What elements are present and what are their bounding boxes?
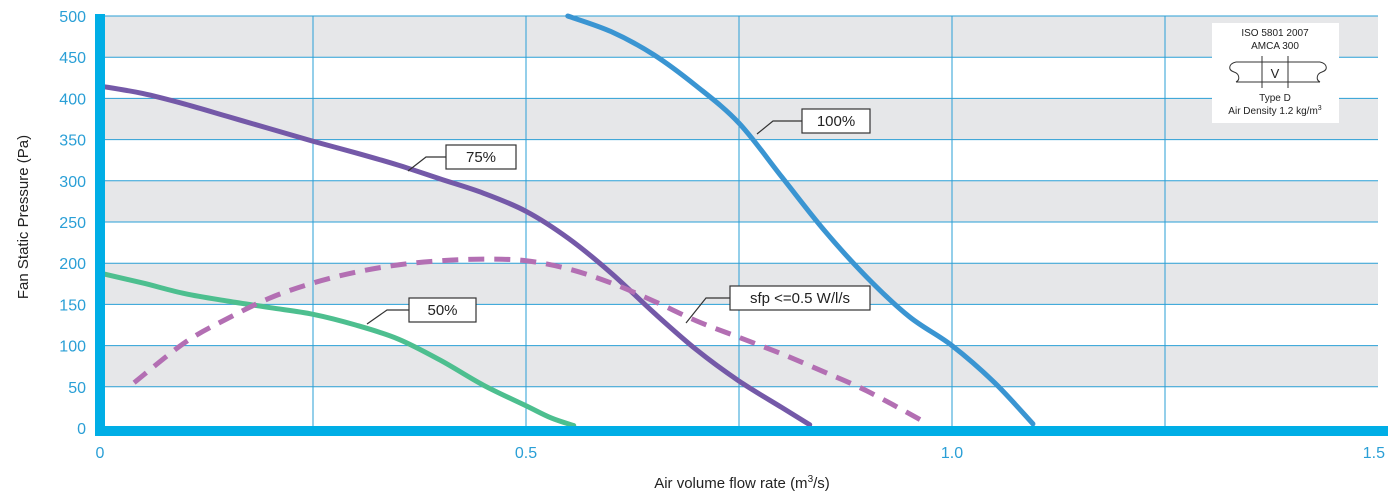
y-tick-label: 250 [59, 215, 86, 232]
y-tick-label: 450 [59, 50, 86, 67]
y-tick-label: 300 [59, 174, 86, 191]
series-line-1 [97, 83, 813, 428]
x-axis-label: Air volume flow rate (m3/s) [654, 474, 830, 492]
y-tick-label: 50 [68, 380, 86, 397]
series-line-0 [565, 13, 1036, 427]
series-line-2 [97, 270, 577, 429]
standard-badge: ISO 5801 2007 AMCA 300 V Type D Air Dens… [1212, 23, 1339, 123]
y-axis-line [95, 14, 105, 434]
callout-box [729, 285, 871, 311]
badge-line-4-main: Air Density 1.2 kg/m [1228, 106, 1317, 117]
series-callouts: 100% 75% 50% sfp <=0.5 W/l/s [366, 108, 871, 325]
callout-leader [756, 120, 802, 135]
y-tick-label: 350 [59, 133, 86, 150]
x-axis-label-tail: /s) [813, 475, 830, 492]
callout-box [445, 144, 517, 170]
callout-0: 100% [756, 108, 871, 135]
x-tick-labels: 0 0.5 1.0 1.5 [96, 445, 1386, 462]
badge-line-4-superscript: 3 [1318, 105, 1322, 112]
x-axis-line [95, 426, 1388, 436]
x-axis-label-superscript: 3 [808, 474, 814, 485]
badge-box [1212, 23, 1339, 123]
x-axis-label-main: Air volume flow rate (m [654, 475, 807, 492]
callout-label: sfp <=0.5 W/l/s [750, 290, 850, 307]
callout-leader [366, 309, 409, 325]
axes [95, 14, 1388, 436]
badge-symbol: V [1271, 66, 1280, 81]
x-tick-label: 1.5 [1363, 445, 1385, 462]
callout-label: 75% [466, 149, 496, 166]
y-axis-label: Fan Static Pressure (Pa) [15, 135, 32, 299]
callout-box [801, 108, 871, 134]
y-tick-label: 100 [59, 339, 86, 356]
x-tick-label: 0 [96, 445, 105, 462]
callout-box [408, 297, 477, 323]
y-tick-label: 150 [59, 297, 86, 314]
y-tick-label: 400 [59, 91, 86, 108]
y-tick-label: 0 [77, 421, 86, 438]
badge-line-2: AMCA 300 [1251, 41, 1299, 52]
badge-line-1: ISO 5801 2007 [1241, 28, 1309, 39]
duct-icon [1229, 56, 1327, 88]
y-tick-label: 500 [59, 9, 86, 26]
callout-label: 100% [817, 113, 855, 130]
callout-1: 75% [407, 144, 517, 172]
y-tick-labels: 0 50 100 150 200 250 300 350 400 450 500 [59, 9, 86, 438]
callout-2: 50% [366, 297, 477, 325]
x-tick-label: 0.5 [515, 445, 537, 462]
callout-leader [407, 156, 446, 172]
badge-line-3: Type D [1259, 93, 1291, 104]
callout-leader [685, 297, 730, 324]
y-tick-label: 200 [59, 256, 86, 273]
x-tick-label: 1.0 [941, 445, 963, 462]
callout-3: sfp <=0.5 W/l/s [685, 285, 871, 324]
series-line-3 [132, 256, 928, 426]
series-layer [97, 13, 1036, 429]
badge-line-4: Air Density 1.2 kg/m3 [1228, 105, 1321, 117]
callout-label: 50% [427, 302, 457, 319]
vertical-gridlines [312, 16, 1166, 428]
